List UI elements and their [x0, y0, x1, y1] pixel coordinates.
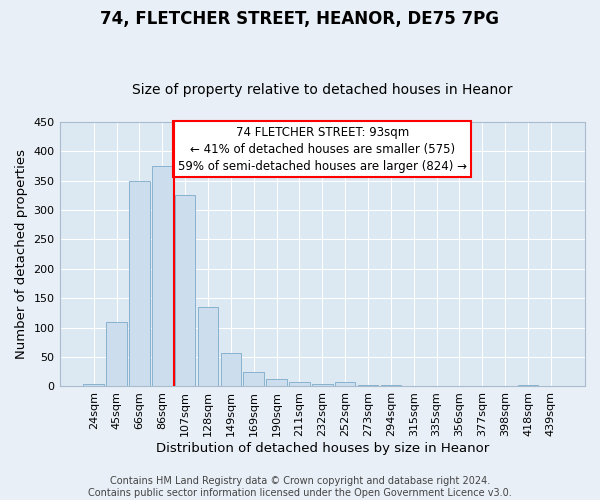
Text: 74, FLETCHER STREET, HEANOR, DE75 7PG: 74, FLETCHER STREET, HEANOR, DE75 7PG — [101, 10, 499, 28]
Bar — [106, 322, 127, 386]
Bar — [518, 384, 538, 386]
Bar — [175, 196, 196, 386]
Bar — [266, 379, 287, 386]
Text: Contains HM Land Registry data © Crown copyright and database right 2024.
Contai: Contains HM Land Registry data © Crown c… — [88, 476, 512, 498]
Bar — [221, 353, 241, 386]
Bar — [312, 384, 332, 386]
Text: 74 FLETCHER STREET: 93sqm
← 41% of detached houses are smaller (575)
59% of semi: 74 FLETCHER STREET: 93sqm ← 41% of detac… — [178, 126, 467, 172]
Y-axis label: Number of detached properties: Number of detached properties — [15, 149, 28, 359]
Bar — [83, 384, 104, 386]
X-axis label: Distribution of detached houses by size in Heanor: Distribution of detached houses by size … — [155, 442, 489, 455]
Bar — [198, 307, 218, 386]
Bar — [358, 384, 378, 386]
Bar — [289, 382, 310, 386]
Bar — [244, 372, 264, 386]
Bar — [129, 180, 150, 386]
Bar — [152, 166, 173, 386]
Title: Size of property relative to detached houses in Heanor: Size of property relative to detached ho… — [132, 83, 512, 97]
Bar — [335, 382, 355, 386]
